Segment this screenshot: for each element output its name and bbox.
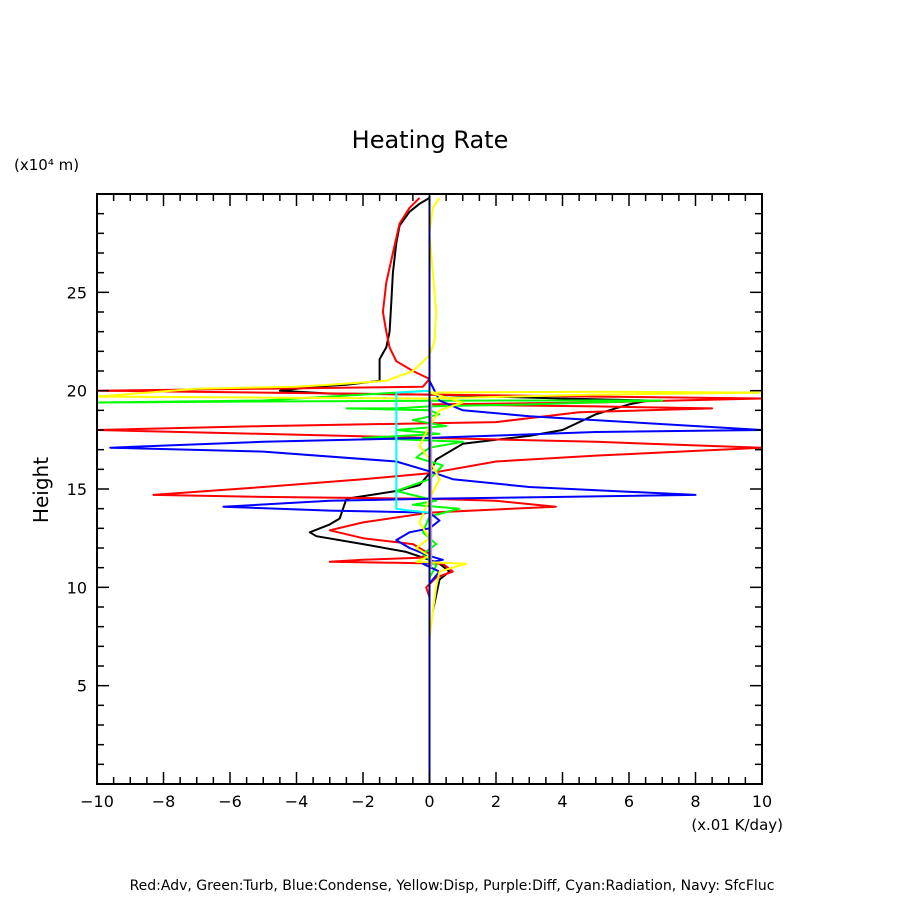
y-unit-label: (x10⁴ m)	[14, 156, 79, 174]
y-tick-label: 5	[77, 677, 87, 696]
x-tick-label: 2	[491, 792, 501, 811]
y-axis-label: Height	[29, 457, 53, 523]
x-tick-label: 0	[424, 792, 434, 811]
x-tick-label: −6	[218, 792, 242, 811]
x-tick-label: 8	[690, 792, 700, 811]
x-axis-unit-label: (x.01 K/day)	[691, 816, 783, 834]
x-tick-label: 4	[557, 792, 567, 811]
y-tick-label: 15	[67, 480, 87, 499]
legend-text: Red:Adv, Green:Turb, Blue:Condense, Yell…	[130, 878, 775, 894]
series-line-cyan-radiation	[395, 389, 430, 514]
y-tick-label: 25	[67, 283, 87, 302]
series-line-total	[278, 197, 650, 612]
x-tick-label: −4	[285, 792, 309, 811]
x-tick-label: −10	[80, 792, 114, 811]
x-tick-label: −2	[351, 792, 375, 811]
y-tick-label: 10	[67, 578, 87, 597]
x-tick-label: −8	[152, 792, 176, 811]
plot-frame	[96, 193, 763, 785]
series-line-blue-condense	[109, 380, 762, 585]
y-tick-label: 20	[67, 382, 87, 401]
x-tick-label: 10	[752, 792, 772, 811]
x-tick-label: 6	[624, 792, 634, 811]
tick-label-layer: −10 −8 −6 −4 −2 0 2 4 6 8 10 5 10 15 20 25	[67, 283, 773, 811]
tick-layer	[96, 194, 763, 784]
chart-title: Heating Rate	[352, 126, 509, 154]
series-line-green-turb	[97, 389, 664, 578]
series-layer	[97, 196, 762, 784]
